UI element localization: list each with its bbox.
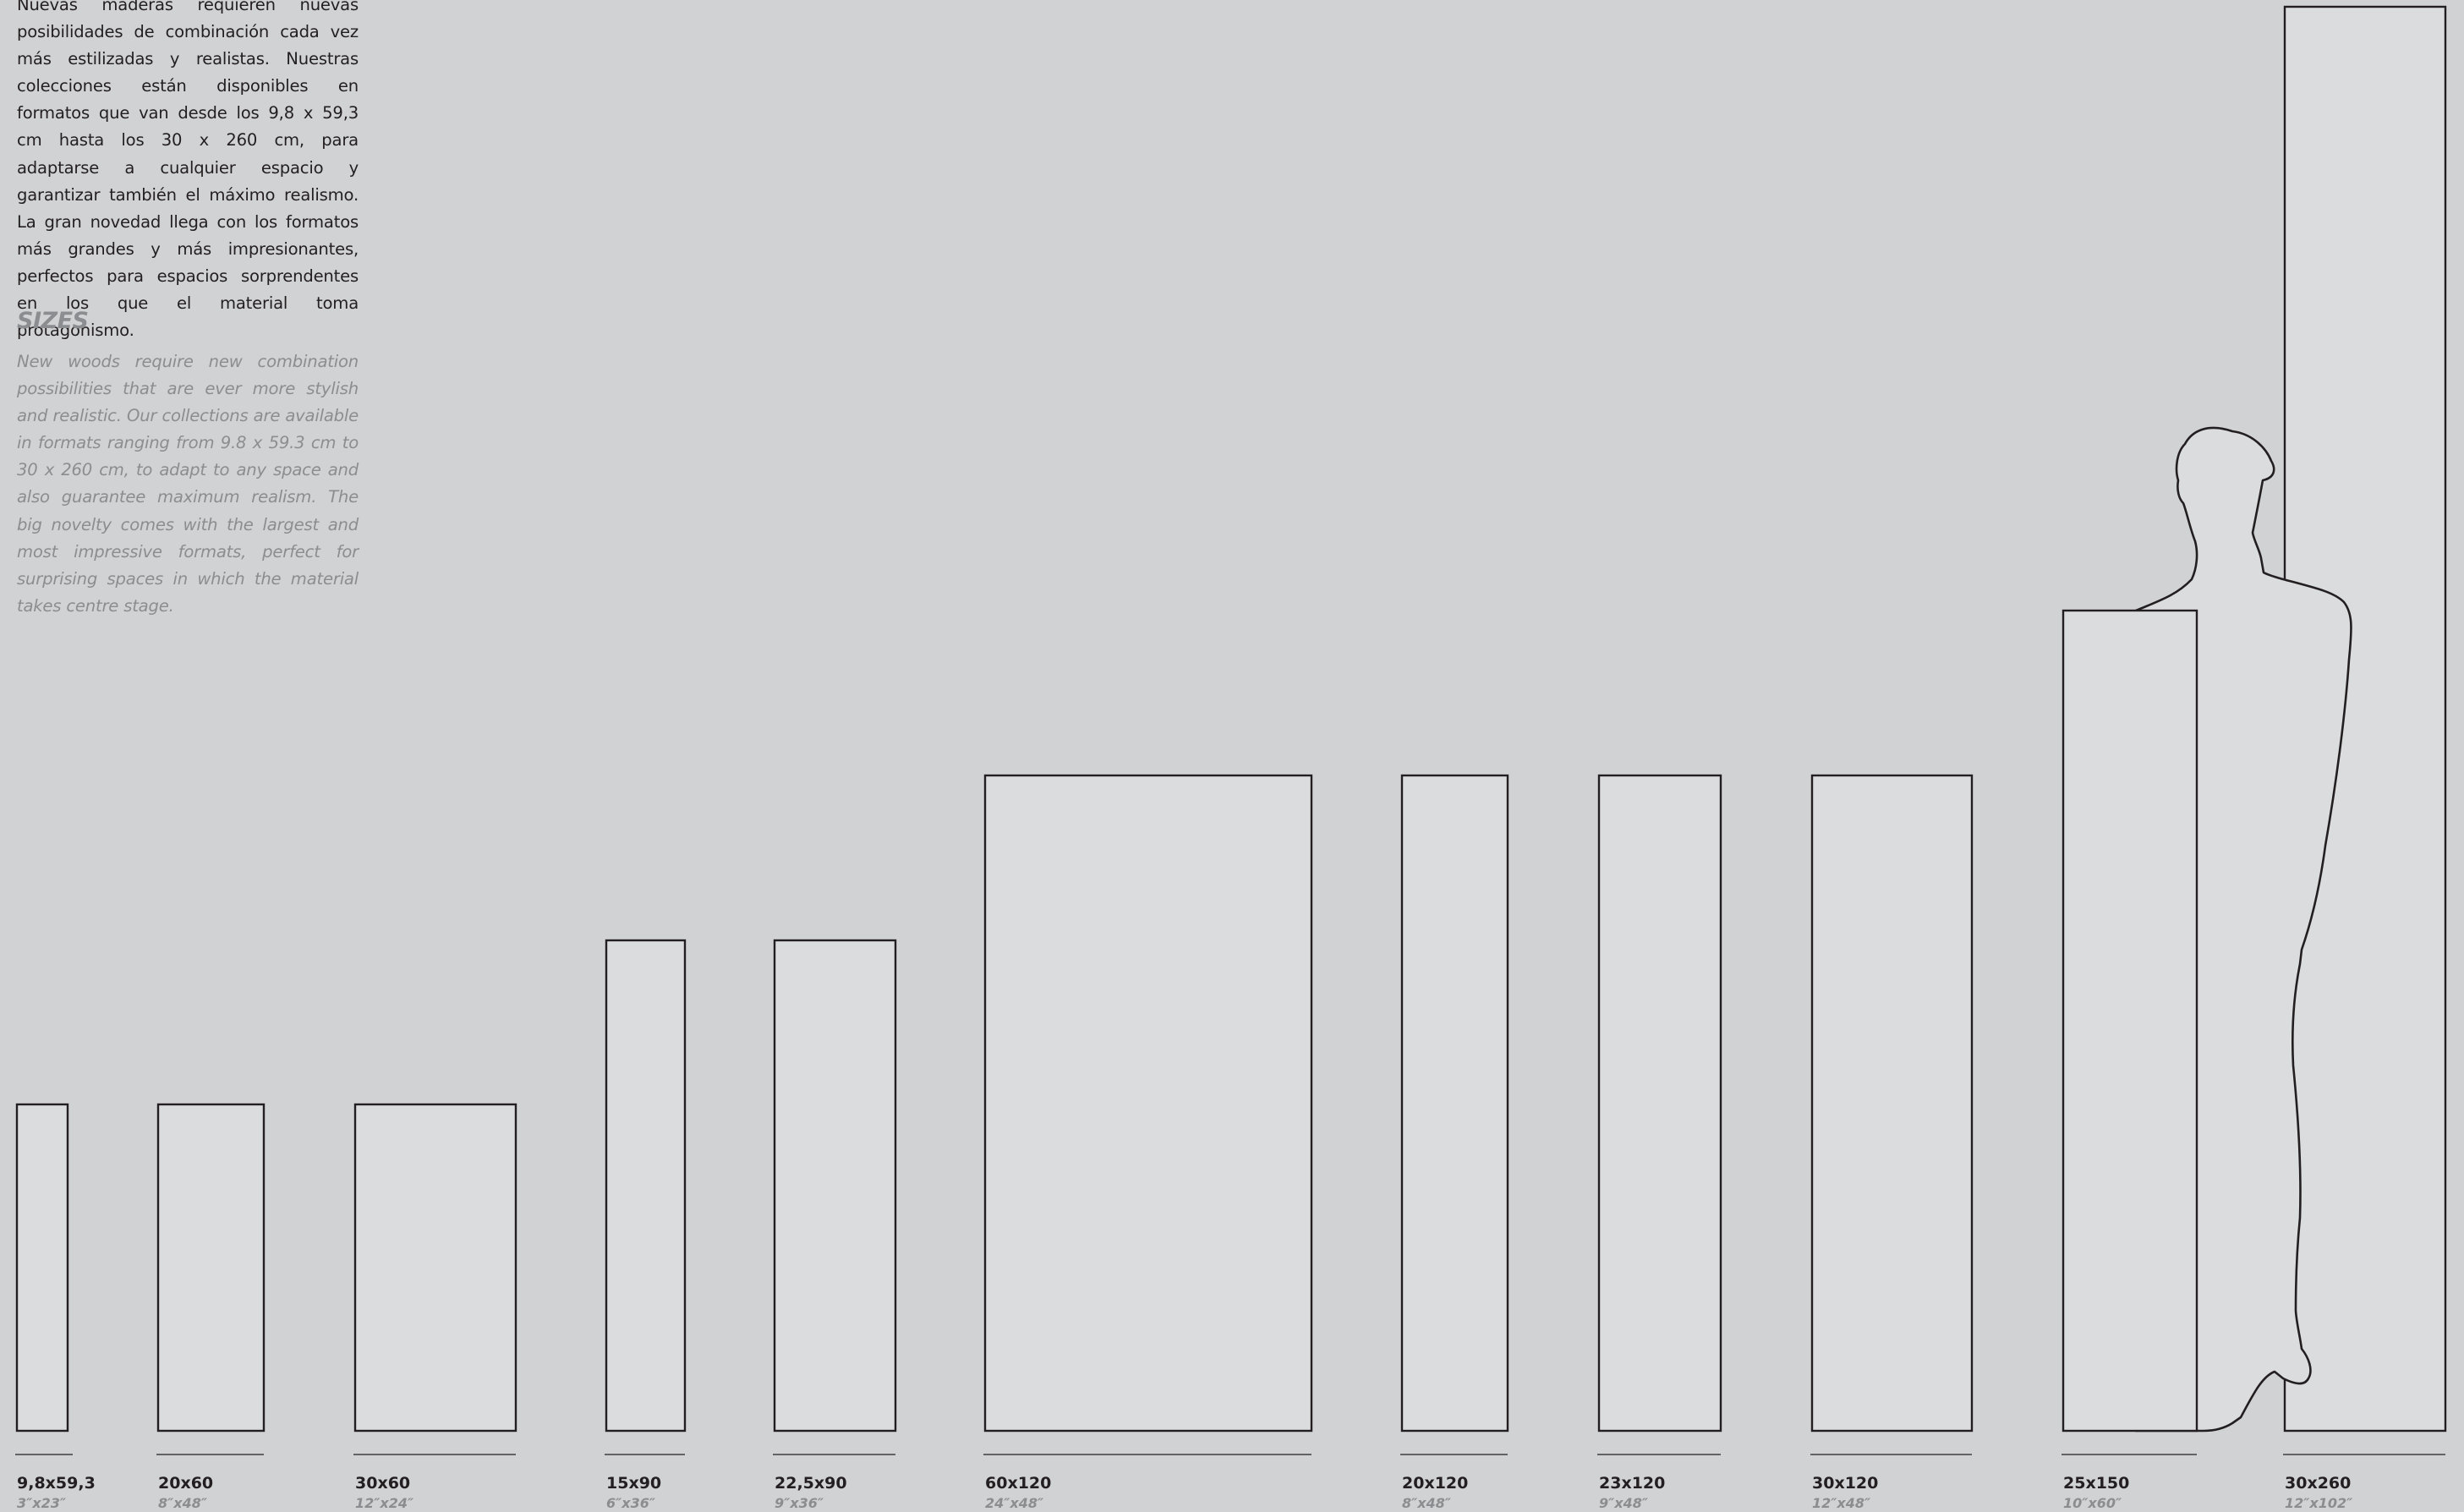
tile-30x120 <box>1810 774 1974 1433</box>
format-label-imperial: 12″x24″ <box>355 1495 414 1511</box>
format-label-imperial: 9″x48″ <box>1599 1495 1649 1511</box>
tile-20x60 <box>156 1103 266 1433</box>
format-label-imperial: 10″x60″ <box>2063 1495 2122 1511</box>
format-label-imperial: 12″x102″ <box>2285 1495 2353 1511</box>
format-label-imperial: 3″x23″ <box>17 1495 67 1511</box>
format-label-imperial: 24″x48″ <box>985 1495 1044 1511</box>
format-label-imperial: 9″x36″ <box>775 1495 824 1511</box>
format-label-metric: 9,8x59,3 <box>17 1474 96 1493</box>
tile-30x60 <box>353 1103 517 1433</box>
format-label-imperial: 6″x36″ <box>606 1495 656 1511</box>
tile-15x90 <box>605 939 687 1433</box>
format-label-imperial: 8″x48″ <box>1402 1495 1452 1511</box>
tile-22.5x90 <box>773 939 897 1433</box>
format-label-imperial: 8″x48″ <box>158 1495 208 1511</box>
format-label-metric: 23x120 <box>1599 1474 1665 1493</box>
format-label-metric: 25x150 <box>2063 1474 2129 1493</box>
tile-23x120 <box>1597 774 1722 1433</box>
format-label-metric: 30x120 <box>1812 1474 1878 1493</box>
format-label-metric: 15x90 <box>606 1474 661 1493</box>
format-label-metric: 30x60 <box>355 1474 410 1493</box>
format-label-metric: 20x60 <box>158 1474 213 1493</box>
section-heading: SIZES <box>17 308 89 334</box>
format-label-metric: 30x260 <box>2285 1474 2351 1493</box>
tile-20x120 <box>1400 774 1509 1433</box>
tile-25x150 <box>2062 609 2198 1433</box>
format-label-metric: 20x120 <box>1402 1474 1468 1493</box>
format-label-metric: 60x120 <box>985 1474 1051 1493</box>
description-es: Nuevas maderas requieren nuevas posibili… <box>17 0 359 341</box>
tile-60x120 <box>983 774 1313 1433</box>
tiles-front-layer <box>2062 609 2198 1433</box>
format-label-metric: 22,5x90 <box>775 1474 847 1493</box>
format-label-imperial: 12″x48″ <box>1812 1495 1871 1511</box>
tile-9.8x59.3 <box>15 1103 69 1433</box>
tiles-layer <box>15 5 2447 1433</box>
description-en: New woods require new combination possib… <box>17 352 359 616</box>
format-labels: 9,8x59,3 3″x23″ 20x60 8″x48″ 30x60 12″x24″ 15x… <box>15 1454 2445 1511</box>
